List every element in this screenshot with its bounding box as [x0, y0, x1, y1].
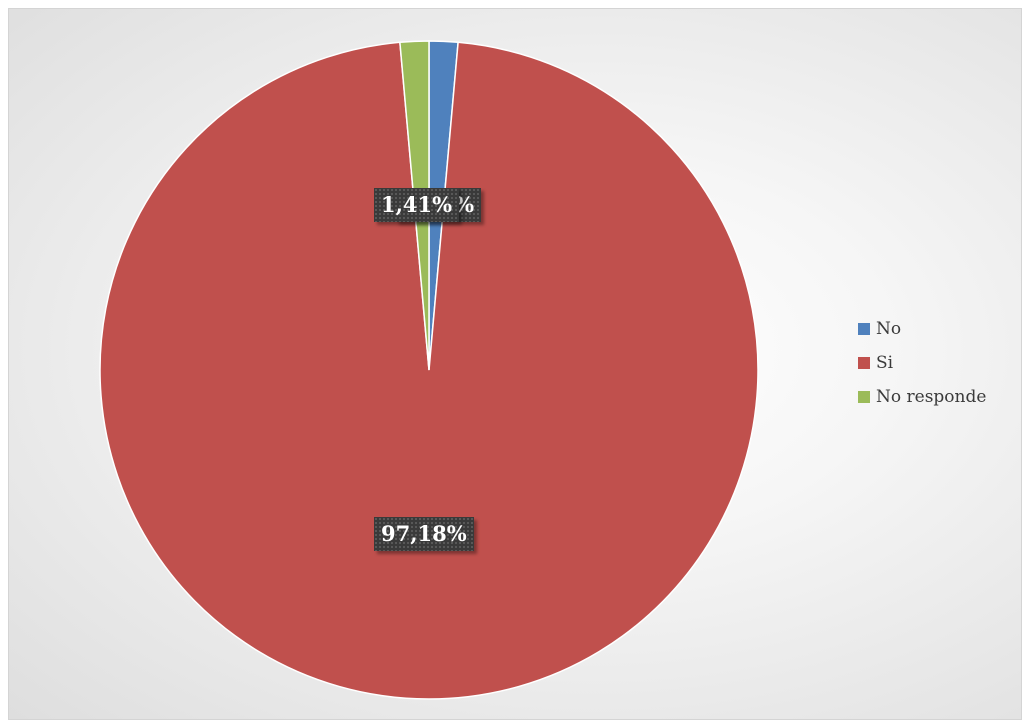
legend-label-no-responde: No responde	[876, 387, 987, 407]
legend: No Si No responde	[858, 312, 986, 414]
legend-item-no: No	[858, 312, 986, 346]
data-label-no: 1,41%	[374, 188, 460, 223]
legend-label-si: Si	[876, 353, 894, 373]
legend-label-no: No	[876, 319, 902, 339]
legend-swatch-no	[858, 323, 870, 335]
legend-swatch-si	[858, 357, 870, 369]
data-label-si: 97,18%	[374, 517, 474, 552]
legend-swatch-no-responde	[858, 391, 870, 403]
legend-item-si: Si	[858, 346, 986, 380]
legend-item-no-responde: No responde	[858, 380, 986, 414]
pie-slice-si	[99, 41, 759, 700]
